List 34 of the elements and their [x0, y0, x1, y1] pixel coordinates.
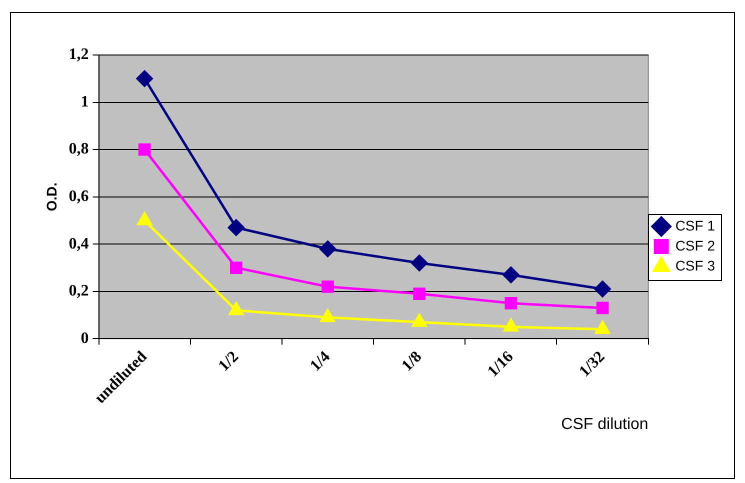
legend-label: CSF 2	[675, 237, 716, 254]
y-axis-title: O.D.	[43, 182, 60, 212]
y-tick-label: 0	[80, 330, 89, 347]
x-tick-label: 1/16	[484, 348, 517, 380]
point	[320, 240, 336, 258]
y-tick-label: 0,2	[68, 282, 89, 300]
point	[228, 219, 244, 236]
y-tick-label: 0,6	[68, 188, 89, 205]
point	[412, 314, 427, 327]
point	[596, 302, 609, 314]
point	[504, 297, 518, 310]
point	[594, 280, 611, 298]
point	[228, 302, 244, 316]
point	[230, 262, 242, 274]
x-tick-label: 1/4	[307, 348, 334, 375]
y-tick-label: 1,2	[68, 46, 89, 64]
point	[322, 280, 334, 293]
point	[320, 309, 336, 322]
y-tick-label: 1	[80, 93, 89, 110]
point	[138, 143, 151, 156]
point	[411, 254, 428, 272]
point	[504, 318, 518, 332]
x-tick-label: 1/2	[215, 348, 242, 375]
point	[413, 288, 426, 300]
legend-label: CSF 1	[675, 217, 716, 234]
y-tick-label: 0,4	[68, 235, 89, 252]
x-tick-label: 1/8	[398, 348, 426, 375]
x-tick-label: 1/32	[576, 348, 608, 380]
x-axis-title: CSF dilution	[561, 416, 648, 433]
y-tick-label: 0,8	[68, 140, 89, 158]
point	[595, 320, 610, 334]
point	[502, 266, 520, 284]
legend-label: CSF 3	[675, 257, 716, 274]
point	[136, 70, 153, 87]
